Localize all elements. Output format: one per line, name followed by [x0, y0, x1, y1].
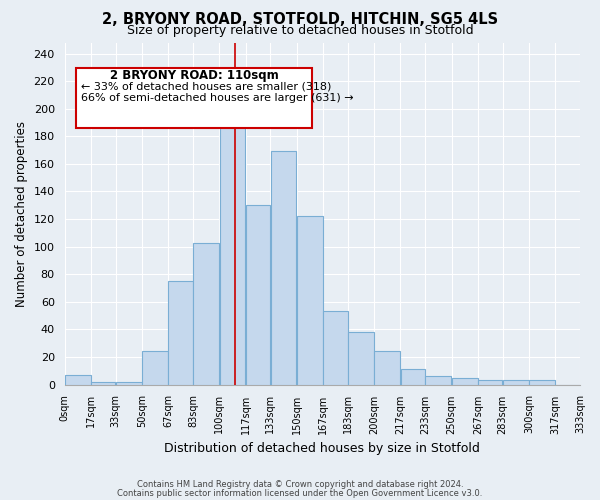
Bar — [220, 116, 245, 384]
Text: 2, BRYONY ROAD, STOTFOLD, HITCHIN, SG5 4LS: 2, BRYONY ROAD, STOTFOLD, HITCHIN, SG5 4… — [102, 12, 498, 28]
Bar — [348, 332, 374, 384]
Text: Size of property relative to detached houses in Stotfold: Size of property relative to detached ho… — [127, 24, 473, 37]
X-axis label: Distribution of detached houses by size in Stotfold: Distribution of detached houses by size … — [164, 442, 480, 455]
Bar — [323, 312, 347, 384]
Text: Contains HM Land Registry data © Crown copyright and database right 2024.: Contains HM Land Registry data © Crown c… — [137, 480, 463, 489]
Bar — [142, 352, 168, 384]
Text: 2 BRYONY ROAD: 110sqm: 2 BRYONY ROAD: 110sqm — [110, 70, 279, 82]
Bar — [503, 380, 529, 384]
Bar — [425, 376, 451, 384]
Bar — [246, 206, 270, 384]
Bar — [401, 370, 425, 384]
Bar — [529, 380, 555, 384]
Bar — [169, 281, 193, 384]
Bar — [452, 378, 478, 384]
Bar — [65, 375, 91, 384]
Bar — [271, 152, 296, 384]
Y-axis label: Number of detached properties: Number of detached properties — [15, 120, 28, 306]
Bar — [478, 380, 502, 384]
Bar — [297, 216, 323, 384]
Bar — [374, 352, 400, 384]
Bar — [116, 382, 142, 384]
Bar — [91, 382, 115, 384]
Text: 66% of semi-detached houses are larger (631) →: 66% of semi-detached houses are larger (… — [81, 93, 354, 103]
Text: Contains public sector information licensed under the Open Government Licence v3: Contains public sector information licen… — [118, 488, 482, 498]
Bar — [193, 242, 219, 384]
Text: ← 33% of detached houses are smaller (318): ← 33% of detached houses are smaller (31… — [81, 82, 332, 92]
